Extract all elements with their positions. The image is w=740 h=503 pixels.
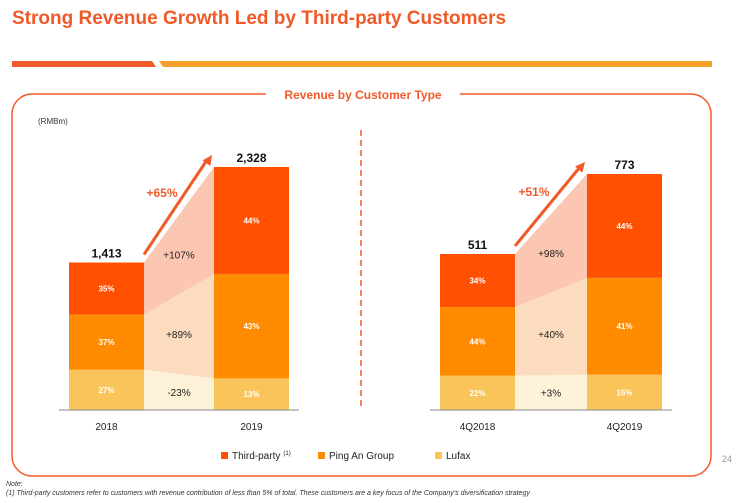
bar-quarterly-0-2 [440,253,515,308]
bar-label-annual-1-2: 44% [243,216,259,225]
bridge-quarterly-0 [515,374,587,410]
total-growth-label-annual: +65% [146,186,177,200]
legend-swatch-lufax [435,452,442,459]
bar-annual-1-2 [214,167,289,274]
bar-quarterly-0-0 [440,375,515,410]
bar-label-quarterly-1-1: 41% [616,322,632,331]
bridge-annual-2 [144,167,214,315]
growth-label-annual-2: +107% [163,251,195,262]
bar-quarterly-0-1 [440,307,515,376]
page-title: Strong Revenue Growth Led by Third-party… [12,8,507,29]
bar-label-quarterly-1-2: 44% [616,222,632,231]
footnote-text: (1) Third-party customers refer to custo… [6,490,530,497]
header-bar-left [12,61,156,67]
growth-label-annual-1: +89% [166,330,192,341]
bar-quarterly-1-2 [587,174,662,278]
category-label-quarterly-0: 4Q2018 [460,422,496,433]
bar-label-quarterly-0-1: 44% [469,337,485,346]
bridge-annual-1 [144,273,214,379]
footnote-label: Note: [6,481,23,488]
bar-label-quarterly-0-2: 34% [469,277,485,286]
total-growth-label-quarterly: +51% [518,185,549,199]
bar-label-quarterly-0-0: 22% [469,389,485,398]
chart-title-bg [266,86,460,104]
bar-label-annual-0-2: 35% [98,285,114,294]
legend-label-third-party: Third-party (1) [232,451,291,462]
bar-annual-1-1 [214,273,289,379]
category-label-quarterly-1: 4Q2019 [607,422,643,433]
bar-annual-0-2 [69,262,144,315]
bar-label-annual-0-0: 27% [98,386,114,395]
bar-annual-0-1 [69,314,144,370]
bar-label-quarterly-1-0: 15% [616,388,632,397]
category-label-annual-1: 2019 [240,422,263,433]
bridge-quarterly-1 [515,277,587,376]
growth-label-annual-0: -23% [167,388,190,399]
unit-label: (RMBm) [38,117,68,126]
bar-annual-1-0 [214,378,289,410]
bar-annual-0-0 [69,369,144,410]
growth-label-quarterly-0: +3% [541,389,561,400]
total-label-quarterly-1: 773 [614,158,634,172]
growth-arrowhead-annual [202,155,212,166]
growth-arrowhead-quarterly [574,162,585,173]
legend-label-ping-an: Ping An Group [329,451,394,462]
bridge-annual-0 [144,369,214,410]
bar-quarterly-1-1 [587,277,662,375]
bar-label-annual-0-1: 37% [98,338,114,347]
growth-arrow-quarterly [513,166,582,247]
legend-swatch-third-party [221,452,228,459]
total-label-quarterly-0: 511 [468,238,488,252]
growth-arrow-annual [142,159,209,256]
bridge-quarterly-2 [515,174,587,308]
growth-label-quarterly-1: +40% [538,330,564,341]
footnote: Note: (1) Third-party customers refer to… [6,480,530,498]
bar-label-annual-1-0: 13% [243,390,259,399]
category-label-annual-0: 2018 [95,422,118,433]
header-bar-right [159,61,712,67]
total-label-annual-1: 2,328 [236,151,266,165]
legend-swatch-ping-an [318,452,325,459]
legend-label-lufax: Lufax [446,451,470,462]
growth-label-quarterly-2: +98% [538,249,564,260]
total-label-annual-0: 1,413 [91,247,121,261]
page-number: 24 [721,454,732,464]
bar-label-annual-1-1: 43% [243,322,259,331]
chart-title: Revenue by Customer Type [284,88,441,102]
bar-quarterly-1-0 [587,374,662,410]
